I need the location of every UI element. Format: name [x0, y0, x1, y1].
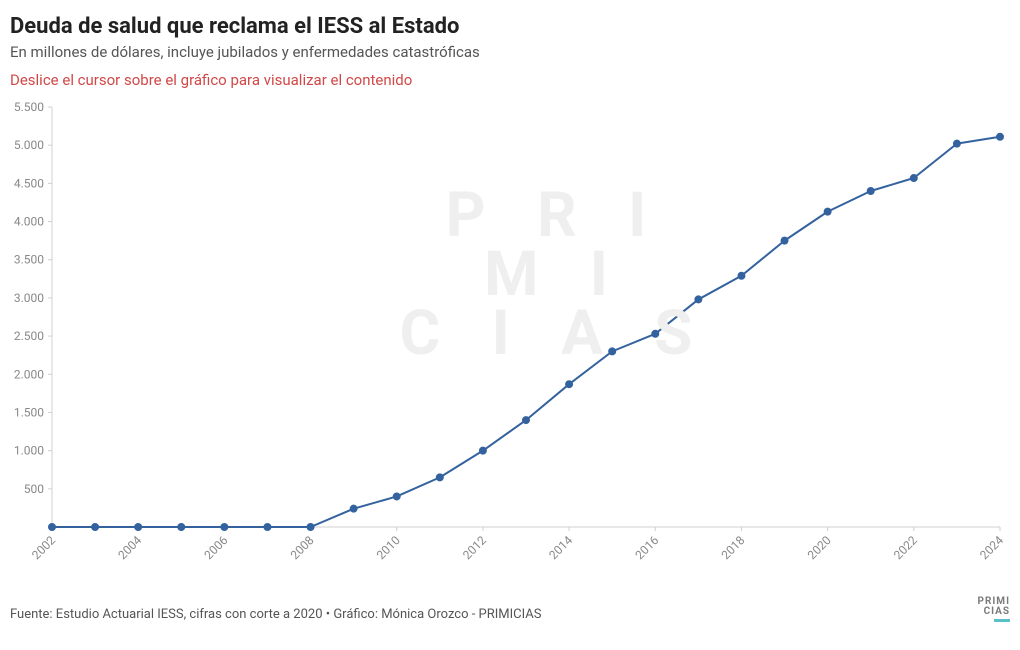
footer-row: Fuente: Estudio Actuarial IESS, cifras c… [10, 597, 1010, 622]
brand-text: PRIMI CIAS [978, 596, 1010, 617]
x-tick-label: 2022 [891, 533, 920, 562]
x-tick-label: 2012 [460, 533, 489, 562]
data-point[interactable] [264, 524, 271, 531]
y-tick-label: 1.500 [14, 405, 44, 419]
brand-logo: PRIMI CIAS [978, 597, 1010, 622]
x-tick-label: 2006 [202, 533, 231, 562]
line-chart-svg[interactable]: 500 1.000 1.500 2.000 2.500 3.000 3.500 4.000 4.… [10, 97, 1010, 577]
chart-subtitle: En millones de dólares, incluye jubilado… [10, 43, 1010, 61]
y-tick-label: 2.000 [14, 367, 44, 381]
data-point[interactable] [221, 524, 228, 531]
data-point[interactable] [307, 524, 314, 531]
y-tick-label: 5.500 [14, 100, 44, 114]
x-tick-label: 2024 [977, 533, 1006, 562]
x-tick-label: 2014 [546, 533, 575, 562]
y-tick-label: 4.000 [14, 215, 44, 229]
y-tick-label: 500 [24, 482, 44, 496]
x-tick-label: 2010 [374, 533, 403, 562]
y-tick-label: 1.000 [14, 444, 44, 458]
data-point[interactable] [781, 237, 788, 244]
data-point[interactable] [479, 447, 486, 454]
data-point[interactable] [867, 188, 874, 195]
data-line[interactable] [52, 137, 1000, 527]
data-point[interactable] [566, 381, 573, 388]
data-point[interactable] [997, 133, 1004, 140]
data-point[interactable] [695, 296, 702, 303]
data-point[interactable] [609, 348, 616, 355]
x-tick-label: 2020 [805, 533, 834, 562]
data-point[interactable] [393, 493, 400, 500]
x-tick-label: 2016 [632, 533, 661, 562]
y-tick-label: 4.500 [14, 176, 44, 190]
data-point[interactable] [49, 524, 56, 531]
x-tick-label: 2004 [115, 533, 144, 562]
x-tick-label: 2008 [288, 533, 317, 562]
brand-bar [994, 619, 1010, 622]
y-tick-label: 3.000 [14, 291, 44, 305]
data-point[interactable] [178, 524, 185, 531]
y-tick-label: 2.500 [14, 329, 44, 343]
footer-source: Fuente: Estudio Actuarial IESS, cifras c… [10, 607, 542, 622]
y-tick-label: 5.000 [14, 138, 44, 152]
data-point[interactable] [824, 208, 831, 215]
data-point[interactable] [523, 417, 530, 424]
data-point[interactable] [910, 175, 917, 182]
data-point[interactable] [738, 272, 745, 279]
chart-container[interactable]: P R I M I C I A S 5001.0001.5002.0002.50… [10, 97, 1010, 577]
y-tick-label: 3.500 [14, 253, 44, 267]
data-point[interactable] [953, 140, 960, 147]
x-tick-label: 2002 [29, 533, 58, 562]
page-root: Deuda de salud que reclama el IESS al Es… [0, 0, 1020, 650]
data-point[interactable] [350, 505, 357, 512]
x-tick-label: 2018 [719, 533, 748, 562]
chart-hover-hint: Deslice el cursor sobre el gráfico para … [10, 71, 1010, 89]
data-point[interactable] [652, 330, 659, 337]
data-point[interactable] [135, 524, 142, 531]
chart-title: Deuda de salud que reclama el IESS al Es… [10, 14, 1010, 39]
data-point[interactable] [92, 524, 99, 531]
data-point[interactable] [436, 474, 443, 481]
